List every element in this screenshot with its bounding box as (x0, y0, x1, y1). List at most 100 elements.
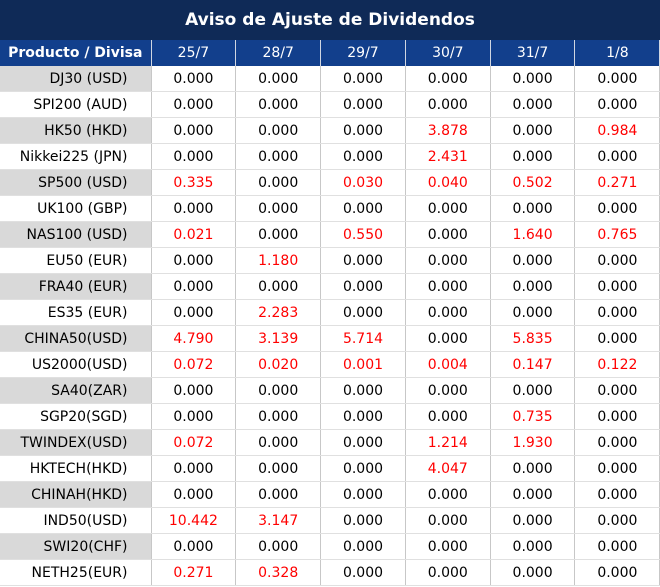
value-cell: 0.000 (405, 533, 491, 560)
value-cell: 0.000 (235, 429, 322, 456)
value-cell: 0.000 (151, 117, 237, 144)
value-cell: 2.283 (235, 299, 322, 326)
table-row: US2000(USD) 0.072 0.020 0.001 0.004 0.147 0.12… (0, 351, 660, 378)
value-cell: 0.000 (235, 403, 322, 430)
table-row: SGP20(SGD) 0.000 0.000 0.000 0.000 0.735 0.000 (0, 403, 660, 430)
table-row: CHINA50(USD) 4.790 3.139 5.714 0.000 5.835 0.0… (0, 325, 660, 352)
value-cell: 0.122 (574, 351, 660, 378)
value-cell: 0.000 (405, 195, 491, 222)
value-cell: 0.000 (235, 533, 322, 560)
value-cell: 0.072 (151, 351, 237, 378)
product-cell: US2000(USD) (0, 351, 152, 378)
table-row: FRA40 (EUR) 0.000 0.000 0.000 0.000 0.000 0.00… (0, 273, 660, 300)
table-row: Nikkei225 (JPN) 0.000 0.000 0.000 2.431 0.000… (0, 143, 660, 170)
value-cell: 0.502 (490, 169, 576, 196)
value-cell: 5.714 (320, 325, 406, 352)
value-cell: 4.790 (151, 325, 237, 352)
value-cell: 0.000 (151, 403, 237, 430)
value-cell: 1.640 (490, 221, 576, 248)
value-cell: 0.000 (405, 273, 491, 300)
value-cell: 0.000 (574, 143, 660, 170)
value-cell: 0.000 (490, 273, 576, 300)
product-cell: SP500 (USD) (0, 169, 152, 196)
table-row: UK100 (GBP) 0.000 0.000 0.000 0.000 0.000 0.00… (0, 195, 660, 222)
product-cell: Nikkei225 (JPN) (0, 143, 152, 170)
value-cell: 0.000 (320, 429, 406, 456)
value-cell: 0.000 (235, 195, 322, 222)
value-cell: 0.000 (235, 66, 322, 92)
value-cell: 0.000 (490, 377, 576, 404)
value-cell: 0.000 (320, 66, 406, 92)
value-cell: 0.020 (235, 351, 322, 378)
product-cell: ES35 (EUR) (0, 299, 152, 326)
value-cell: 0.000 (490, 507, 576, 534)
value-cell: 0.000 (574, 403, 660, 430)
value-cell: 0.000 (320, 273, 406, 300)
value-cell: 0.000 (405, 481, 491, 508)
value-cell: 0.000 (151, 299, 237, 326)
value-cell: 0.000 (320, 533, 406, 560)
value-cell: 0.000 (235, 221, 322, 248)
value-cell: 0.735 (490, 403, 576, 430)
value-cell: 0.000 (235, 143, 322, 170)
product-cell: NETH25(EUR) (0, 559, 152, 586)
value-cell: 0.000 (151, 247, 237, 274)
product-cell: SA40(ZAR) (0, 377, 152, 404)
value-cell: 0.000 (490, 195, 576, 222)
value-cell: 0.000 (405, 247, 491, 274)
value-cell: 0.000 (490, 247, 576, 274)
value-cell: 0.000 (490, 455, 576, 482)
value-cell: 0.000 (320, 377, 406, 404)
value-cell: 0.000 (320, 455, 406, 482)
value-cell: 0.000 (235, 273, 322, 300)
value-cell: 0.000 (490, 533, 576, 560)
value-cell: 0.328 (235, 559, 322, 586)
value-cell: 0.000 (151, 143, 237, 170)
value-cell: 0.000 (235, 169, 322, 196)
value-cell: 0.147 (490, 351, 576, 378)
value-cell: 0.000 (320, 559, 406, 586)
column-header-date: 30/7 (405, 40, 491, 66)
value-cell: 0.335 (151, 169, 237, 196)
value-cell: 0.984 (574, 117, 660, 144)
product-cell: SWI20(CHF) (0, 533, 152, 560)
product-cell: SPI200 (AUD) (0, 91, 152, 118)
value-cell: 0.000 (405, 377, 491, 404)
value-cell: 0.000 (574, 559, 660, 586)
page-title: Aviso de Ajuste de Dividendos (0, 0, 660, 40)
value-cell: 0.040 (405, 169, 491, 196)
value-cell: 0.000 (574, 195, 660, 222)
value-cell: 0.000 (405, 559, 491, 586)
value-cell: 0.000 (235, 377, 322, 404)
product-cell: NAS100 (USD) (0, 221, 152, 248)
value-cell: 4.047 (405, 455, 491, 482)
value-cell: 0.000 (320, 91, 406, 118)
table-row: HK50 (HKD) 0.000 0.000 0.000 3.878 0.000 0.984 (0, 117, 660, 144)
value-cell: 0.000 (490, 559, 576, 586)
product-cell: HKTECH(HKD) (0, 455, 152, 482)
value-cell: 0.000 (235, 455, 322, 482)
value-cell: 2.431 (405, 143, 491, 170)
value-cell: 0.000 (405, 66, 491, 92)
table-row: EU50 (EUR) 0.000 1.180 0.000 0.000 0.000 0.000 (0, 247, 660, 274)
table-row: SA40(ZAR) 0.000 0.000 0.000 0.000 0.000 0.000 (0, 377, 660, 404)
table-row: SPI200 (AUD) 0.000 0.000 0.000 0.000 0.000 0.0… (0, 91, 660, 118)
value-cell: 1.214 (405, 429, 491, 456)
table-row: ES35 (EUR) 0.000 2.283 0.000 0.000 0.000 0.000 (0, 299, 660, 326)
table-row: SP500 (USD) 0.335 0.000 0.030 0.040 0.502 0.27… (0, 169, 660, 196)
value-cell: 0.001 (320, 351, 406, 378)
value-cell: 0.000 (490, 143, 576, 170)
value-cell: 0.000 (574, 377, 660, 404)
value-cell: 0.000 (320, 481, 406, 508)
table-row: IND50(USD) 10.442 3.147 0.000 0.000 0.000 0.00… (0, 507, 660, 534)
product-cell: EU50 (EUR) (0, 247, 152, 274)
value-cell: 0.000 (405, 325, 491, 352)
value-cell: 0.000 (574, 481, 660, 508)
product-cell: FRA40 (EUR) (0, 273, 152, 300)
value-cell: 0.000 (151, 377, 237, 404)
value-cell: 0.000 (574, 429, 660, 456)
value-cell: 0.000 (405, 91, 491, 118)
product-cell: CHINAH(HKD) (0, 481, 152, 508)
product-cell: CHINA50(USD) (0, 325, 152, 352)
